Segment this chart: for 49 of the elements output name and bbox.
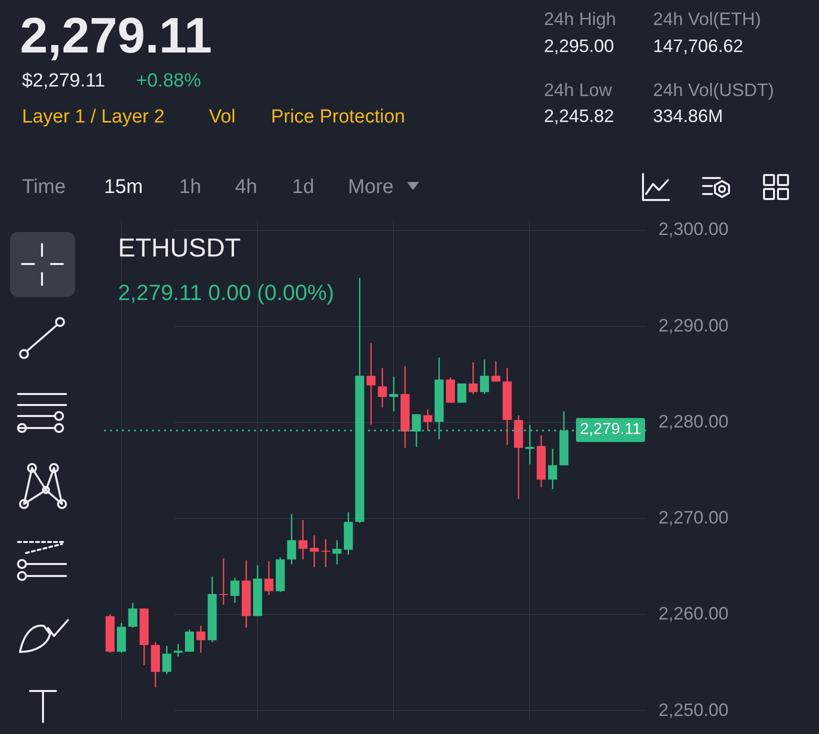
candlestick bbox=[480, 358, 489, 395]
annotation: ETHUSDT bbox=[118, 232, 241, 263]
candlestick bbox=[128, 602, 138, 628]
text: 147,706.62 bbox=[653, 36, 744, 57]
text: Vol bbox=[209, 106, 236, 128]
candlestick bbox=[468, 362, 478, 395]
text: Layer 1 / Layer 2 bbox=[22, 106, 165, 128]
text: More bbox=[348, 176, 394, 198]
text: Price Protection bbox=[271, 106, 406, 128]
candlestick bbox=[264, 560, 274, 596]
candlestick bbox=[389, 376, 398, 412]
candlestick bbox=[162, 645, 172, 674]
text: 1d bbox=[292, 176, 314, 198]
text: 334.86M bbox=[653, 106, 724, 127]
ref-line-label: 2,279.11 bbox=[576, 418, 646, 442]
text: 2,245.82 bbox=[544, 106, 614, 127]
candlestick bbox=[446, 377, 455, 404]
y-tick-label: 2,260.00 bbox=[658, 604, 729, 624]
text: 24h High bbox=[544, 9, 616, 30]
candlestick bbox=[219, 558, 228, 606]
candlestick bbox=[196, 625, 206, 654]
annotation: 2,279.11 0.00 (0.00%) bbox=[118, 280, 334, 306]
candlestick bbox=[230, 577, 240, 604]
candlestick bbox=[548, 448, 558, 490]
y-tick-label: 2,250.00 bbox=[658, 700, 729, 720]
candlestick bbox=[378, 367, 387, 408]
text: 24h Vol(USDT) bbox=[653, 80, 774, 101]
candlestick bbox=[423, 408, 432, 432]
candlestick bbox=[366, 342, 376, 426]
candlestick bbox=[298, 519, 308, 560]
text: 1h bbox=[179, 176, 202, 198]
text: +0.88% bbox=[136, 70, 201, 92]
y-tick-label: 2,270.00 bbox=[658, 508, 729, 528]
text: 2,295.00 bbox=[544, 36, 614, 57]
chart-subtitle: $2,279.11 bbox=[22, 70, 106, 92]
y-tick-label: 2,280.00 bbox=[658, 411, 729, 432]
text: 4h bbox=[235, 176, 258, 198]
text: Time bbox=[22, 176, 66, 198]
y-tick-label: 2,290.00 bbox=[658, 315, 729, 336]
text: 24h Vol(ETH) bbox=[653, 9, 762, 30]
candlestick bbox=[310, 534, 319, 568]
candlestick bbox=[332, 540, 342, 565]
candlestick bbox=[287, 514, 296, 565]
chart-title: 2,279.11 bbox=[20, 8, 212, 64]
candlestick bbox=[185, 628, 194, 652]
text: 15m bbox=[104, 176, 143, 198]
y-tick-label: 2,300.00 bbox=[658, 219, 729, 240]
text: 24h Low bbox=[544, 80, 612, 101]
candlestick bbox=[491, 360, 500, 382]
